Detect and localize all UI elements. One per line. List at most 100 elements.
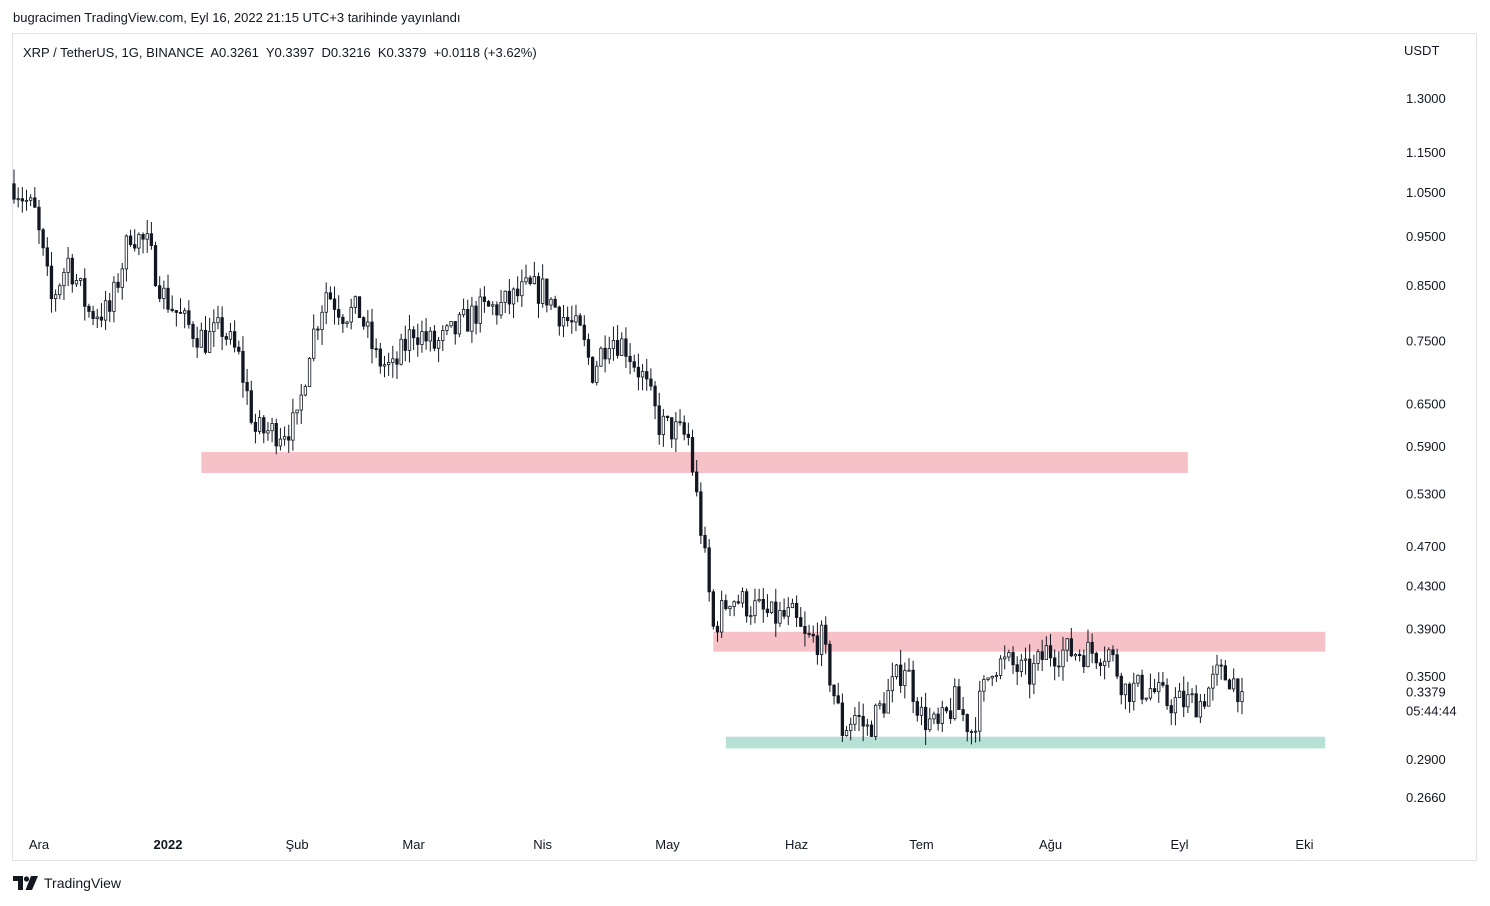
candle [324, 282, 328, 325]
footer-brand[interactable]: TradingView [13, 875, 121, 891]
candle [491, 301, 495, 316]
y-tick-label: 0.2900 [1406, 752, 1446, 767]
y-tick-label: 0.5900 [1406, 439, 1446, 454]
candle [536, 272, 541, 318]
candle [128, 229, 133, 247]
x-tick-label: Haz [785, 837, 808, 852]
candle [291, 398, 295, 451]
candle [145, 219, 149, 253]
candle [53, 289, 58, 312]
candle [1007, 649, 1011, 662]
candle [923, 692, 928, 746]
candle [420, 320, 424, 353]
candle [1223, 660, 1227, 681]
legend-open: A0.3261 [210, 45, 259, 60]
price-axis-currency: USDT [1404, 43, 1440, 58]
candle [228, 322, 233, 345]
candle [237, 340, 241, 355]
candle [628, 343, 632, 375]
legend-change: +0.0118 (+3.62%) [433, 45, 537, 60]
candle [108, 292, 112, 323]
candle [1048, 633, 1053, 667]
candle [45, 237, 49, 277]
y-tick-label: 0.7500 [1406, 333, 1446, 348]
candle [1127, 682, 1132, 713]
candle [62, 267, 66, 301]
candle [141, 232, 145, 254]
candle [328, 286, 333, 300]
candle [1053, 649, 1057, 681]
candle [532, 261, 536, 285]
candle [819, 620, 824, 667]
y-tick-label: 0.5300 [1406, 486, 1446, 501]
candle [33, 187, 37, 209]
candle [586, 333, 591, 365]
candle [1165, 678, 1169, 710]
candle [461, 298, 466, 318]
zone-resistance-1[interactable] [713, 631, 1326, 652]
legend-symbol: XRP / TetherUS, 1G, BINANCE [23, 45, 204, 60]
candle [973, 717, 978, 743]
candle [16, 187, 20, 208]
candle [1123, 683, 1128, 710]
candle [520, 269, 524, 307]
candle [857, 701, 861, 732]
zone-resistance-0[interactable] [201, 452, 1188, 473]
candle [287, 424, 291, 453]
candle [1219, 659, 1223, 680]
candle [37, 199, 41, 244]
candle [1202, 693, 1207, 710]
candle [74, 273, 79, 287]
candle [899, 649, 903, 693]
x-tick-label: 2022 [154, 837, 183, 852]
candle [615, 325, 620, 359]
symbol-legend: XRP / TetherUS, 1G, BINANCE A0.3261 Y0.3… [23, 45, 537, 60]
candle [203, 316, 208, 355]
candle [599, 346, 603, 367]
candle [307, 357, 312, 387]
candle [998, 655, 1003, 680]
candle [869, 720, 874, 737]
candle [1190, 688, 1194, 703]
candle [507, 279, 512, 315]
candle [961, 696, 965, 722]
legend-close: K0.3379 [377, 45, 427, 60]
legend-low: D0.3216 [321, 45, 371, 60]
candle [441, 325, 445, 352]
x-tick-label: May [655, 837, 680, 852]
candle [1144, 697, 1148, 702]
candle [511, 287, 516, 319]
candle [436, 336, 441, 363]
candle [187, 300, 191, 329]
candle [907, 658, 911, 672]
candle [1207, 686, 1211, 707]
candle [1119, 672, 1123, 705]
candle [690, 429, 695, 476]
candle [978, 680, 982, 742]
bar-countdown-label: 05:44:44 [1406, 704, 1457, 719]
candle [158, 276, 162, 303]
candle [903, 662, 907, 699]
candle [207, 317, 212, 353]
last-price-label: 0.3379 [1406, 685, 1446, 700]
candle [257, 410, 262, 435]
candle [299, 383, 303, 424]
candle [1132, 672, 1136, 711]
candle [695, 460, 699, 497]
candle [828, 640, 832, 692]
candle [366, 310, 370, 338]
candle [162, 280, 166, 310]
candle [549, 297, 553, 311]
candle [95, 308, 99, 329]
candle [178, 298, 183, 314]
candle [986, 677, 990, 682]
candle [1082, 649, 1086, 674]
candle [782, 598, 786, 620]
candle [794, 595, 799, 628]
y-tick-label: 1.1500 [1406, 145, 1446, 160]
zone-support-2[interactable] [725, 736, 1326, 749]
candle [1240, 677, 1244, 715]
candle [403, 325, 407, 362]
candle [453, 321, 457, 345]
